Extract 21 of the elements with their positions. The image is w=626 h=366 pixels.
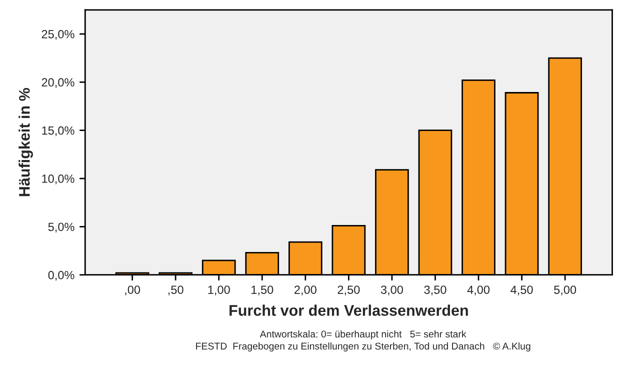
x-tick-label: 1,00 xyxy=(208,286,230,296)
x-tick-label: ,00 xyxy=(125,286,140,296)
x-tick-label: 3,00 xyxy=(380,286,403,296)
y-tick-label: 20,0% xyxy=(42,78,74,88)
x-tick-label: 1,50 xyxy=(252,286,274,296)
x-tick-label: 4,50 xyxy=(510,286,533,296)
x-tick-label: ,50 xyxy=(168,286,184,296)
y-tick-label: 15,0% xyxy=(42,126,74,136)
x-tick-label: 5,00 xyxy=(554,286,576,296)
y-tick-label: 25,0% xyxy=(42,30,74,40)
x-tick-label: 2,00 xyxy=(294,286,316,296)
x-tick-label: 4,00 xyxy=(467,286,490,296)
y-tick-label: 0,0% xyxy=(48,270,74,281)
y-axis-title: Häufigkeit in % xyxy=(18,88,33,196)
x-tick-label: 2,50 xyxy=(338,286,360,296)
y-tick-label: 10,0% xyxy=(42,174,74,184)
y-tick-label: 5,0% xyxy=(48,222,74,232)
text: Antwortskala: 0= überhaupt nicht 5= sehr stark xyxy=(260,330,466,340)
text: FESTD Fragebogen zu Einstellungen zu Sterben, Tod und Danach © A.Klug xyxy=(196,342,530,352)
x-axis-title: Furcht vor dem Verlassenwerden xyxy=(230,304,468,316)
x-tick-label: 3,50 xyxy=(424,286,446,296)
